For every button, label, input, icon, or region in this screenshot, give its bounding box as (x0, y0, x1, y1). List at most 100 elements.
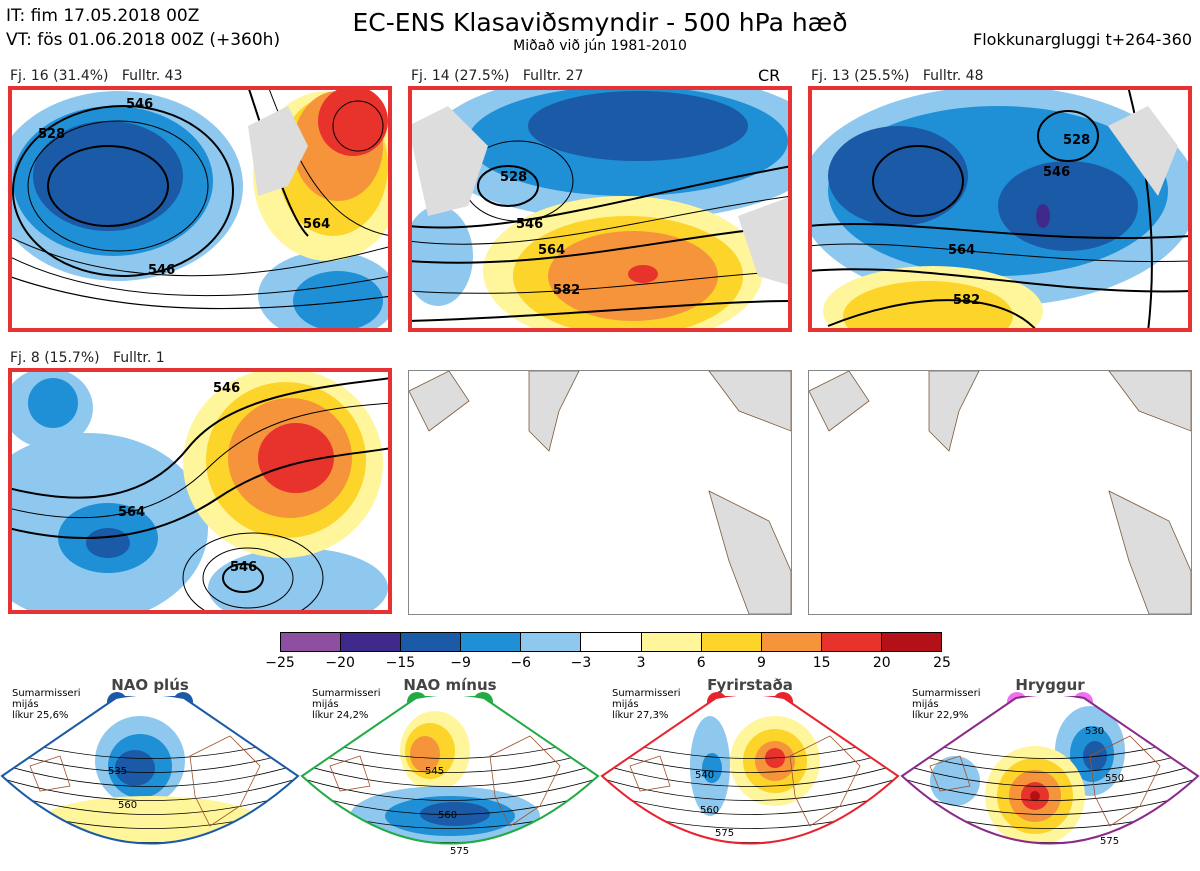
coastline (929, 735, 1161, 827)
regime-info-line: mijás (912, 699, 939, 710)
colorbar-swatch (701, 633, 762, 651)
contour-label: 582 (553, 283, 580, 298)
colorbar-swatch (341, 633, 402, 651)
header-info: IT: fim 17.05.2018 00Z VT: fös 01.06.201… (6, 4, 280, 52)
regime-title: NAO mínus (403, 676, 497, 694)
sector-border (600, 696, 900, 845)
height-contour (0, 848, 300, 871)
colorbar-tick-label: −25 (265, 655, 295, 671)
panel-2-label: Fj. 14 (27.5%) Fulltr. 27 (411, 68, 584, 84)
regime-title: Hryggur (1015, 676, 1085, 694)
height-contour (2, 791, 298, 815)
height-contour (2, 749, 298, 773)
height-contour (602, 763, 898, 787)
contour-label: 575 (1100, 836, 1119, 847)
colorbar-tick-label: 9 (756, 655, 766, 671)
anomaly-blob (702, 753, 722, 783)
height-contour (302, 791, 598, 815)
representative-label: Fulltr. 43 (121, 68, 183, 84)
anomaly-blob (40, 796, 260, 844)
sector-border (900, 696, 1200, 845)
anomaly-blob (115, 750, 155, 786)
representative-label: Fulltr. 1 (112, 350, 165, 366)
colorbar-tick-label: 6 (696, 655, 706, 671)
colorbar-tick-label: −15 (385, 655, 416, 671)
colorbar-tick-label: 3 (636, 655, 646, 671)
colorbar-tick-label: 15 (812, 655, 831, 671)
contour-label: 540 (695, 770, 714, 781)
regime-info-line: Sumarmisseri (612, 688, 681, 699)
anomaly-blob (410, 736, 440, 772)
colorbar-swatch (461, 633, 522, 651)
panel-1-label: Fj. 16 (31.4%) Fulltr. 43 (10, 68, 183, 84)
regime-info-line: líkur 27,3% (612, 710, 669, 721)
cluster-label: Fj. 8 (15.7%) (10, 350, 100, 366)
contour-label: 546 (230, 560, 257, 575)
regime-info-line: líkur 22,9% (912, 710, 969, 721)
anomaly-map-2: 528 546 564 582 (408, 86, 792, 332)
regime-info-line: Sumarmisseri (12, 688, 81, 699)
regime-info-line: líkur 24,2% (312, 710, 369, 721)
classification-window: Flokkunargluggi t+264-360 (973, 30, 1192, 49)
colorbar-swatch (581, 633, 642, 651)
height-contour (302, 749, 598, 773)
regime-info-line: Sumarmisseri (312, 688, 381, 699)
contour-label: 564 (948, 243, 975, 258)
control-run-marker: CR (758, 66, 781, 85)
colorbar-tick-label: −6 (510, 655, 532, 671)
empty-map-1 (408, 370, 792, 615)
panel-4-label: Fj. 8 (15.7%) Fulltr. 1 (10, 350, 165, 366)
contour-label: 564 (303, 217, 330, 232)
regime-sector-map: 535 560 (0, 696, 300, 871)
contour-label: 575 (715, 828, 734, 839)
height-contour (600, 848, 900, 871)
height-contour (900, 848, 1200, 871)
cluster-map-3: 528 546 564 582 (808, 86, 1192, 332)
anomaly-blob (1018, 851, 1042, 861)
colorbar-swatch (401, 633, 462, 651)
contour-label: 546 (1043, 165, 1070, 180)
anomaly-blob (1083, 741, 1107, 771)
page-title: EC-ENS Klasaviðsmyndir - 500 hPa hæð (352, 8, 848, 37)
representative-label: Fulltr. 48 (922, 68, 984, 84)
contour-label: 560 (118, 800, 137, 811)
coastline-map-1 (409, 371, 791, 614)
colorbar-swatch (521, 633, 582, 651)
regime-info-line: Sumarmisseri (912, 688, 981, 699)
anomaly-colorbar (280, 632, 942, 652)
height-contour (602, 791, 898, 815)
height-contour (902, 749, 1198, 773)
anomaly-blob (1030, 791, 1040, 801)
colorbar-swatch (881, 633, 942, 651)
contour-label: 564 (538, 243, 565, 258)
regime-info: Sumarmisseri mijás líkur 25,6% (12, 688, 80, 721)
colorbar-tick-label: 25 (933, 655, 951, 671)
sector-border (300, 696, 600, 845)
contour-label: 528 (1063, 133, 1090, 148)
regime-info: Sumarmisseri mijás líkur 24,2% (312, 688, 380, 721)
colorbar-tick-label: −3 (570, 655, 592, 671)
initial-time: IT: fim 17.05.2018 00Z (6, 6, 200, 26)
contour-label: 560 (700, 805, 719, 816)
colorbar-swatch (641, 633, 702, 651)
contour-label: 575 (450, 846, 469, 857)
contour-label: 528 (500, 170, 527, 185)
cluster-label: Fj. 14 (27.5%) (411, 68, 510, 84)
height-contour (902, 763, 1198, 787)
regime-info-line: líkur 25,6% (12, 710, 69, 721)
contour-label: 546 (148, 263, 175, 278)
height-contour (902, 791, 1198, 815)
regime-info-line: mijás (12, 699, 39, 710)
cluster-map-4: 546 564 546 (8, 368, 392, 614)
cluster-map-1: 546 528 546 564 (8, 86, 392, 332)
sector-border (0, 696, 300, 845)
contour-label: 530 (1085, 726, 1104, 737)
regime-sector-map: 545 560 575 (300, 696, 600, 857)
contour-label: 545 (425, 766, 444, 777)
panel-3-label: Fj. 13 (25.5%) Fulltr. 48 (811, 68, 984, 84)
contour-label: 582 (953, 293, 980, 308)
representative-label: Fulltr. 27 (522, 68, 584, 84)
height-contour (2, 763, 298, 787)
regime-title: Fyrirstaða (707, 676, 793, 694)
coastline (329, 735, 561, 827)
